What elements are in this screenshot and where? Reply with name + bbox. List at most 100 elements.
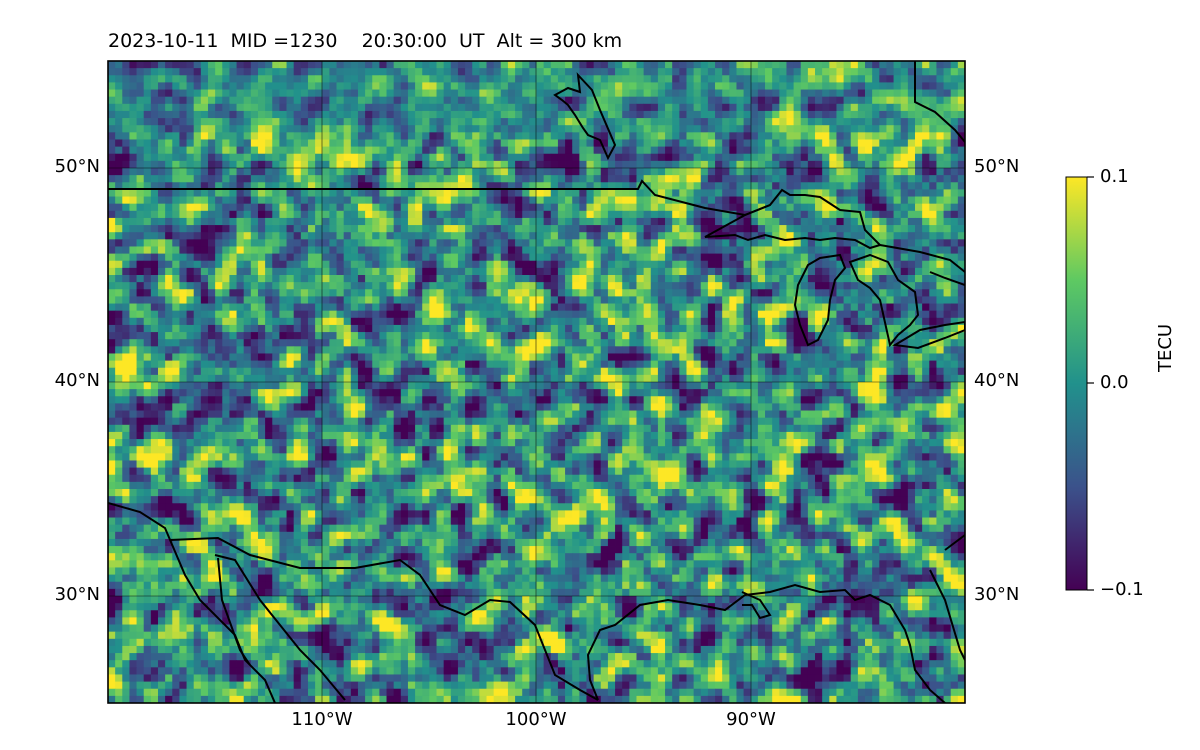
heatmap-cell <box>757 110 766 119</box>
heatmap-cell <box>543 96 552 105</box>
heatmap-cell <box>329 210 337 219</box>
heatmap-cell <box>807 324 816 333</box>
heatmap-cell <box>172 253 180 262</box>
heatmap-cell <box>936 61 944 69</box>
heatmap-cell <box>493 317 502 326</box>
heatmap-cell <box>800 153 809 162</box>
heatmap-cell <box>115 132 123 140</box>
heatmap-cell <box>600 282 609 290</box>
heatmap-cell <box>486 182 495 190</box>
heatmap-cell <box>222 68 230 76</box>
heatmap-cell <box>265 239 273 247</box>
heatmap-cell <box>265 118 273 126</box>
heatmap-cell <box>329 103 337 112</box>
heatmap-cell <box>429 282 437 290</box>
heatmap-cell <box>700 61 709 69</box>
heatmap-cell <box>243 260 252 269</box>
heatmap-cell <box>265 89 273 98</box>
heatmap-cell <box>750 61 759 69</box>
heatmap-cell <box>350 275 359 283</box>
heatmap-cell <box>493 303 502 312</box>
heatmap-cell <box>157 253 166 262</box>
heatmap-cell <box>500 324 509 333</box>
heatmap-cell <box>586 217 595 226</box>
heatmap-cell <box>750 267 759 276</box>
heatmap-cell <box>222 289 230 297</box>
heatmap-cell <box>643 267 652 276</box>
heatmap-cell <box>722 110 730 119</box>
heatmap-cell <box>600 132 609 140</box>
heatmap-cell <box>686 203 695 212</box>
heatmap-cell <box>879 253 887 262</box>
heatmap-cell <box>786 289 794 297</box>
heatmap-cell <box>243 310 252 319</box>
heatmap-cell <box>915 346 923 354</box>
heatmap-cell <box>529 253 537 262</box>
heatmap-cell <box>665 346 673 354</box>
heatmap-cell <box>957 303 965 312</box>
heatmap-cell <box>443 210 452 219</box>
heatmap-cell <box>836 282 844 290</box>
heatmap-cell <box>515 282 523 290</box>
heatmap-cell <box>872 175 880 183</box>
heatmap-cell <box>350 260 359 269</box>
heatmap-cell <box>172 160 180 169</box>
heatmap-cell <box>500 75 509 83</box>
heatmap-cell <box>272 203 280 212</box>
heatmap-cell <box>829 267 837 276</box>
heatmap-cell <box>657 225 666 233</box>
heatmap-cell <box>665 96 673 105</box>
heatmap-cell <box>886 310 894 319</box>
heatmap-cell <box>515 317 523 326</box>
heatmap-cell <box>843 82 852 90</box>
heatmap-cell <box>486 82 495 90</box>
heatmap-cell <box>529 103 537 112</box>
heatmap-cell <box>122 68 130 76</box>
heatmap-cell <box>900 296 909 304</box>
heatmap-cell <box>715 310 723 319</box>
heatmap-cell <box>865 246 873 254</box>
heatmap-cell <box>686 303 695 312</box>
heatmap-cell <box>957 232 965 240</box>
heatmap-cell <box>172 139 180 147</box>
heatmap-cell <box>250 196 259 205</box>
heatmap-cell <box>522 118 530 126</box>
heatmap-cell <box>372 82 380 90</box>
heatmap-cell <box>322 189 330 197</box>
heatmap-cell <box>743 160 752 169</box>
heatmap-cell <box>807 110 816 119</box>
heatmap-cell <box>622 96 630 105</box>
heatmap-cell <box>257 182 266 190</box>
heatmap-cell <box>386 139 395 147</box>
heatmap-cell <box>557 253 566 262</box>
heatmap-cell <box>693 68 702 76</box>
heatmap-cell <box>622 196 630 205</box>
heatmap-cell <box>157 324 166 333</box>
heatmap-cell <box>600 89 609 98</box>
heatmap-cell <box>457 153 466 162</box>
heatmap-cell <box>329 346 337 354</box>
heatmap-cell <box>336 296 345 304</box>
heatmap-cell <box>157 310 166 319</box>
heatmap-cell <box>543 103 552 112</box>
heatmap-cell <box>336 75 345 83</box>
heatmap-cell <box>936 317 944 326</box>
heatmap-cell <box>557 189 566 197</box>
heatmap-cell <box>372 196 380 205</box>
heatmap-cell <box>715 267 723 276</box>
heatmap-cell <box>336 61 345 69</box>
heatmap-cell <box>193 296 202 304</box>
heatmap-cell <box>829 296 837 304</box>
heatmap-cell <box>343 217 352 226</box>
heatmap-cell <box>886 210 894 219</box>
heatmap-cell <box>593 182 602 190</box>
heatmap-cell <box>565 303 573 312</box>
heatmap-cell <box>486 118 495 126</box>
heatmap-cell <box>650 217 659 226</box>
heatmap-cell <box>850 239 859 247</box>
heatmap-cell <box>579 239 587 247</box>
heatmap-cell <box>522 146 530 155</box>
heatmap-cell <box>543 324 552 333</box>
heatmap-cell <box>179 110 187 119</box>
heatmap-cell <box>707 103 716 112</box>
